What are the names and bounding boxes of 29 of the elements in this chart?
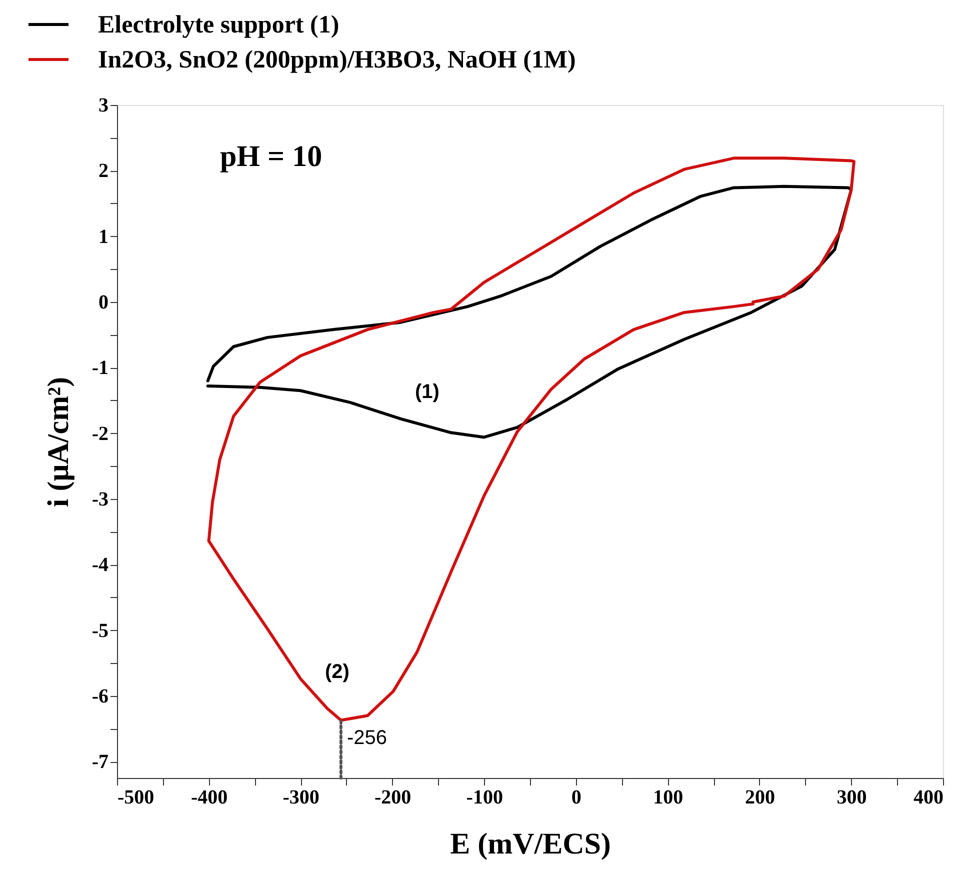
y-tick-label: -2 <box>92 422 108 445</box>
x-tick-label: -300 <box>282 786 320 808</box>
annotation: (1) <box>415 381 440 403</box>
x-tick-label: 300 <box>836 786 867 808</box>
y-tick-label: 0 <box>98 291 108 314</box>
y-tick-label: 3 <box>98 94 108 116</box>
y-tick-label: -3 <box>92 488 108 510</box>
x-tick-label: -100 <box>466 786 503 808</box>
x-tick-label: 200 <box>744 786 775 808</box>
x-tick-label: 0 <box>571 786 582 808</box>
legend-label: In2O3, SnO2 (200ppm)/H3BO3, NaOH (1M) <box>98 46 576 74</box>
x-axis-title: E (mV/ECS) <box>450 828 611 860</box>
y-tick-label: 1 <box>98 226 108 248</box>
y-tick-label: -1 <box>92 357 108 380</box>
x-tick-label: 400 <box>914 786 944 808</box>
annotation: (2) <box>325 661 350 683</box>
legend-label: Electrolyte support (1) <box>98 12 340 38</box>
y-tick-label: -4 <box>92 554 108 576</box>
y-axis-title: i (μA/cm²) <box>42 376 75 508</box>
x-tick-label: -400 <box>190 786 228 808</box>
annotation: pH = 10 <box>220 140 322 173</box>
annotation: -256 <box>346 727 387 750</box>
y-tick-label: -7 <box>92 751 108 774</box>
x-tick-label: -200 <box>374 786 412 808</box>
y-tick-label: -5 <box>92 620 108 642</box>
x-tick-label: 100 <box>653 786 684 808</box>
y-tick-label: 2 <box>98 160 108 182</box>
y-tick-label: -6 <box>92 685 108 708</box>
x-tick-label: -500 <box>118 786 154 808</box>
